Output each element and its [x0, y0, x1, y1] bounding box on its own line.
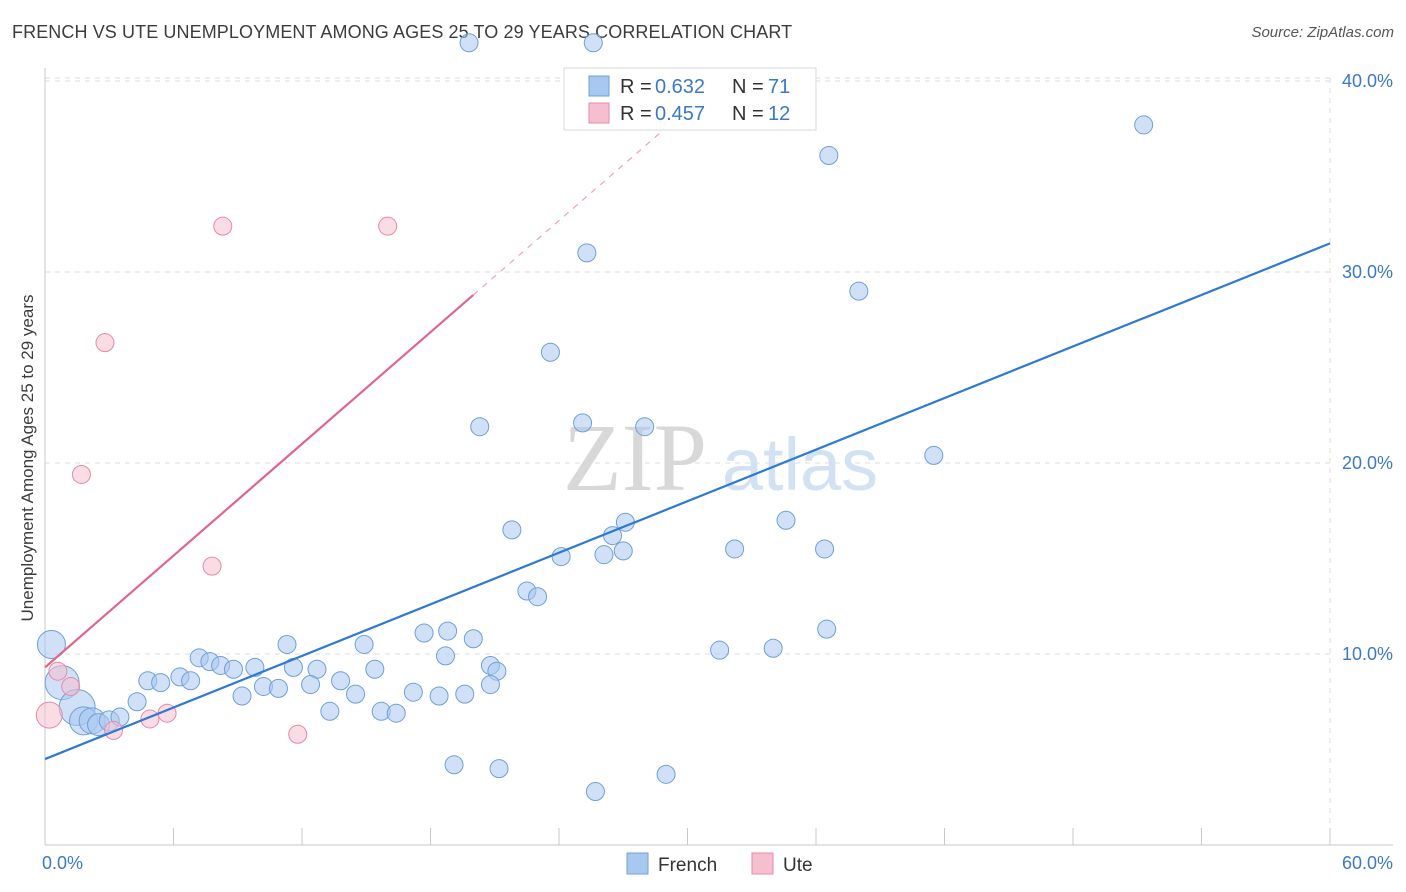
legend-r-value: 0.632 [655, 76, 705, 98]
legend-r-label: R = [620, 76, 652, 98]
tick-labels: 10.0% 20.0% 30.0% 40.0% 0.0% 60.0% [42, 71, 1393, 873]
french-point [480, 675, 500, 695]
grid [45, 77, 1331, 845]
french-point [725, 539, 745, 559]
french-point [320, 701, 340, 721]
y-tick-label: 10.0% [1342, 644, 1393, 664]
x-tick-label-min: 0.0% [42, 853, 83, 873]
source-label: Source: ZipAtlas.com [1251, 24, 1394, 41]
french-point [151, 673, 171, 693]
ute-point [35, 701, 63, 729]
ute-point [213, 216, 233, 236]
french-point [463, 629, 483, 649]
watermark: ZIP atlas [563, 404, 878, 511]
axes [44, 68, 1393, 846]
french-point [583, 33, 603, 53]
ute-point [71, 464, 91, 484]
french-point [613, 541, 633, 561]
legend-n-value: 71 [768, 76, 790, 98]
legend-bottom: French Ute [626, 852, 813, 876]
french-point [354, 634, 374, 654]
french-point [489, 759, 509, 779]
french-point [455, 684, 475, 704]
french-point [444, 755, 464, 775]
legend-bottom-swatch-french [626, 852, 649, 875]
ute-point [378, 216, 398, 236]
french-point [36, 629, 66, 659]
french-point [232, 686, 252, 706]
ute-point [202, 556, 222, 576]
legend-r-label: R = [620, 103, 652, 125]
french-point [776, 510, 796, 530]
french-point [414, 623, 434, 643]
legend-n-label: N = [732, 76, 764, 98]
ute-point [61, 676, 81, 696]
legend-top: R = 0.632 N = 71 R = 0.457 N = 12 [563, 67, 817, 131]
legend-swatch-french [588, 75, 610, 97]
legend-n-label: N = [732, 103, 764, 125]
french-point [635, 417, 655, 437]
french-point [763, 638, 783, 658]
french-point [710, 640, 730, 660]
french-point [277, 634, 297, 654]
french-point [573, 413, 593, 433]
french-point [1134, 115, 1154, 135]
french-point [459, 33, 479, 53]
french-point [331, 671, 351, 691]
legend-bottom-label-ute: Ute [783, 855, 813, 876]
french-point [924, 445, 944, 465]
french-point [346, 684, 366, 704]
data-points [35, 33, 1154, 802]
french-point [386, 703, 406, 723]
trend-lines [44, 90, 1331, 761]
legend-bottom-swatch-ute [751, 852, 774, 875]
watermark-atlas: atlas [722, 423, 878, 506]
french-point [403, 682, 423, 702]
french-point [577, 243, 597, 263]
y-tick-label: 30.0% [1342, 262, 1393, 282]
french-point [528, 587, 548, 607]
french-point [819, 145, 839, 165]
french-point [181, 671, 201, 691]
legend-swatch-ute [588, 102, 610, 124]
french-point [815, 539, 835, 559]
french-point [365, 659, 385, 679]
legend-r-value: 0.457 [655, 103, 705, 125]
french-point [585, 782, 605, 802]
french-point [817, 619, 837, 639]
ute-trend-line [44, 294, 475, 669]
french-point [540, 342, 560, 362]
french-point [594, 545, 614, 565]
legend-bottom-label-french: French [658, 855, 717, 876]
french-point [502, 520, 522, 540]
french-point [849, 281, 869, 301]
french-point [438, 621, 458, 641]
french-point [127, 692, 147, 712]
french-point [435, 646, 455, 666]
ute-point [48, 661, 68, 681]
french-trend-line [44, 242, 1331, 761]
french-point [656, 764, 676, 784]
french-point [223, 659, 243, 679]
y-tick-label: 20.0% [1342, 453, 1393, 473]
french-point [429, 686, 449, 706]
french-point [268, 678, 288, 698]
ute-point [288, 724, 308, 744]
x-tick-label-max: 60.0% [1342, 853, 1393, 873]
french-point [470, 417, 490, 437]
french-point [301, 675, 321, 695]
ute-point [95, 333, 115, 353]
y-tick-label: 40.0% [1342, 71, 1393, 91]
legend-n-value: 12 [768, 103, 790, 125]
ute-trend-extension [472, 90, 710, 296]
